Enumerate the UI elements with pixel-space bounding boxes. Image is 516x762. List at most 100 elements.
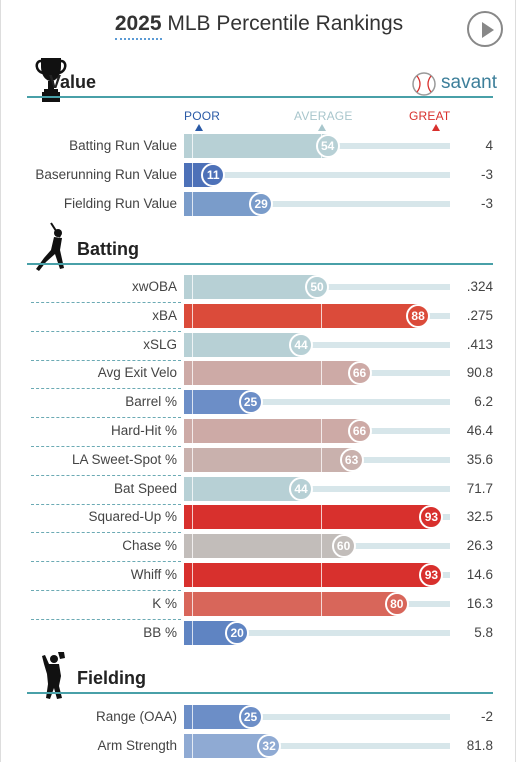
percentile-track [184, 341, 450, 348]
percentile-bubble[interactable]: 44 [289, 332, 314, 357]
percentile-bar[interactable] [184, 733, 270, 758]
fielder-icon [41, 650, 69, 705]
row-separator [31, 532, 181, 534]
percentile-gridline [192, 191, 193, 216]
percentile-bubble[interactable]: 88 [406, 303, 431, 328]
percentile-bubble[interactable]: 20 [225, 620, 250, 645]
percentile-bubble[interactable]: 25 [238, 705, 263, 729]
metric-value: 5.8 [474, 624, 493, 640]
percentile-bar[interactable] [184, 591, 397, 616]
percentile-gridline [192, 275, 193, 299]
section-title-fielding: Fielding [77, 668, 146, 688]
percentile-track [184, 742, 450, 749]
baseball-icon [412, 72, 436, 96]
metric-label: Barrel % [125, 394, 177, 410]
percentile-gridline [321, 361, 322, 386]
percentile-bar[interactable] [184, 419, 360, 443]
percentile-bubble[interactable]: 66 [347, 361, 372, 386]
metric-value: -3 [480, 195, 493, 211]
percentile-gridline [192, 733, 193, 758]
metric-label: Fielding Run Value [63, 195, 177, 211]
title-text: MLB Percentile Rankings [161, 12, 404, 35]
percentile-bubble[interactable]: 63 [339, 447, 364, 472]
metric-value: .324 [466, 279, 493, 294]
metric-value: -2 [480, 709, 493, 724]
percentile-bar[interactable] [184, 332, 302, 357]
percentile-bar[interactable] [184, 505, 432, 530]
scale-great-marker [432, 124, 440, 131]
percentile-bar[interactable] [184, 563, 432, 587]
metric-label: Range (OAA) [95, 709, 177, 724]
metric-label: Baserunning Run Value [35, 166, 177, 182]
percentile-gridline [192, 534, 193, 559]
section-divider-fielding [27, 692, 493, 694]
percentile-bar[interactable] [184, 447, 352, 472]
metric-label: xBA [152, 307, 177, 323]
row-separator [31, 302, 181, 303]
metric-label: Squared-Up % [88, 509, 177, 525]
row-separator [31, 503, 181, 505]
percentile-bar[interactable] [184, 534, 344, 559]
play-icon [482, 22, 494, 38]
metric-label: Arm Strength [97, 737, 177, 753]
percentile-gridline [192, 591, 193, 616]
metric-value: 46.4 [466, 423, 493, 438]
percentile-track [184, 485, 450, 492]
percentile-bubble[interactable]: 11 [201, 162, 226, 187]
percentile-bar[interactable] [184, 134, 328, 158]
percentile-gridline [321, 505, 322, 530]
row-separator [31, 618, 181, 620]
percentile-bubble[interactable]: 60 [331, 534, 356, 559]
percentile-bubble[interactable]: 44 [289, 476, 314, 501]
scale-average-label: AVERAGE [294, 109, 353, 123]
savant-wordmark: savant [441, 72, 497, 93]
percentile-gridline [192, 390, 193, 415]
percentile-bubble[interactable]: 93 [419, 563, 444, 587]
metric-label: LA Sweet-Spot % [71, 451, 177, 467]
percentile-gridline [192, 332, 193, 357]
percentile-bar[interactable] [184, 361, 360, 386]
percentile-bar[interactable] [184, 303, 419, 328]
percentile-bubble[interactable]: 93 [419, 505, 444, 530]
percentile-bubble[interactable]: 29 [249, 191, 274, 216]
scale-poor-marker [195, 124, 203, 131]
percentile-bar[interactable] [184, 191, 262, 216]
percentile-bubble[interactable]: 80 [384, 591, 409, 616]
percentile-gridline [321, 591, 322, 616]
percentile-bubble[interactable]: 66 [347, 419, 372, 443]
row-separator [31, 388, 181, 390]
percentile-bubble[interactable]: 50 [305, 275, 329, 299]
percentile-bar[interactable] [184, 476, 302, 501]
play-button[interactable] [467, 11, 503, 47]
metric-value: 35.6 [466, 451, 493, 467]
percentile-gridline [321, 563, 322, 587]
section-title-batting: Batting [77, 239, 139, 259]
metric-label: Avg Exit Velo [97, 365, 177, 381]
percentile-bar[interactable] [184, 275, 317, 299]
metric-value: 71.7 [466, 480, 493, 496]
metric-value: .275 [466, 307, 493, 323]
row-separator [31, 446, 181, 447]
metric-value: -3 [480, 166, 493, 182]
percentile-bubble[interactable]: 32 [257, 733, 282, 758]
metric-label: Whiff % [130, 567, 177, 582]
metric-label: Hard-Hit % [110, 423, 177, 438]
percentile-gridline [192, 447, 193, 472]
row-separator [31, 474, 181, 476]
row-separator [31, 330, 181, 332]
section-divider-value [27, 96, 493, 98]
percentile-gridline [192, 476, 193, 501]
row-separator [31, 359, 181, 361]
percentile-gridline [192, 505, 193, 530]
percentile-track [184, 171, 450, 178]
percentile-gridline [192, 361, 193, 386]
percentile-gridline [321, 303, 322, 328]
batter-icon [34, 222, 70, 279]
metric-value: 14.6 [466, 567, 493, 582]
metric-value: 6.2 [474, 394, 493, 410]
metric-label: Batting Run Value [69, 138, 177, 153]
percentile-bubble[interactable]: 54 [315, 134, 340, 158]
section-title-value: Value [49, 72, 97, 92]
percentile-bubble[interactable]: 25 [238, 390, 263, 415]
percentile-gridline [321, 534, 322, 559]
